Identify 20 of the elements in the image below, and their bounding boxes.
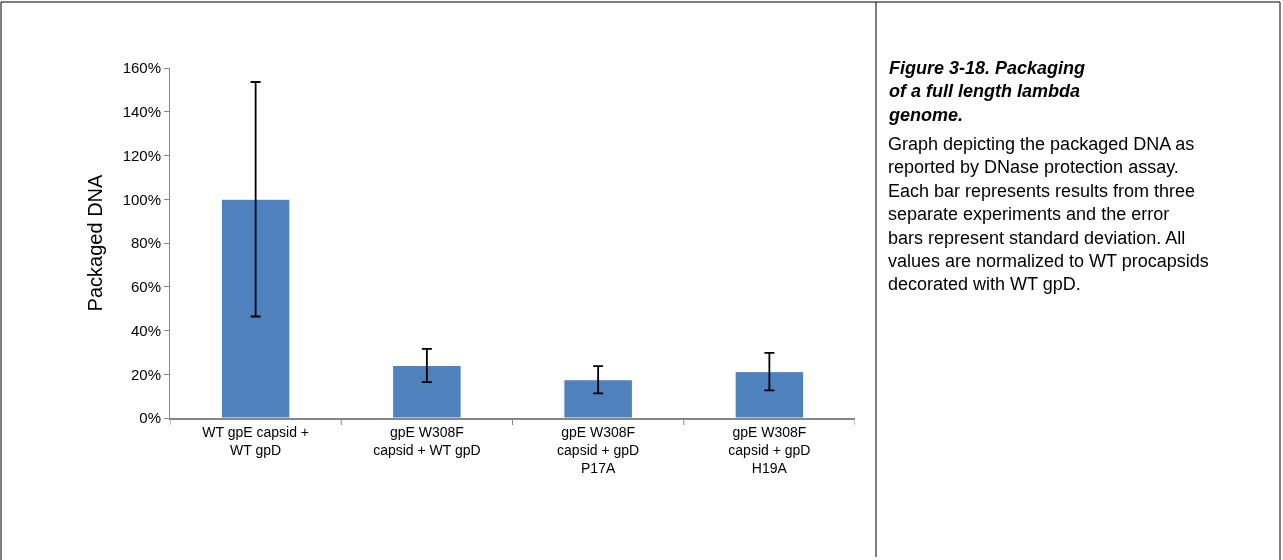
y-tick-label: 40%	[130, 321, 161, 339]
y-tick-label: 80%	[130, 234, 161, 252]
text: Graph depicting the packaged DNA as reported by DNase protection assay. Each bar represents results from three separate experiments and the error bars represent standard deviation. All values are normalized to WT procapsids decorated with WT gpD.	[888, 134, 1209, 295]
bar	[392, 365, 462, 418]
x-tick-label: gpE W308F capsid + gpD P17A	[557, 423, 640, 477]
y-tick-label: 60%	[130, 278, 161, 295]
bar	[220, 198, 291, 418]
y-tick-label: 120%	[122, 146, 161, 164]
y-tick-label: 140%	[122, 103, 161, 120]
x-tick-label: WT gpE capsid + WT gpD	[202, 423, 310, 458]
x-tick-label: gpE W308F capsid + gpD H19A	[728, 423, 811, 477]
y-tick-label: 20%	[130, 365, 161, 383]
x-tick-label: gpE W308F capsid + WT gpD	[373, 423, 481, 458]
y-tick-label: 160%	[122, 59, 161, 77]
y-tick-label: 100%	[122, 190, 161, 208]
text: Figure 3-18. Packaging of a full length lambda genome.	[888, 58, 1086, 125]
y-axis-title: Packaged DNA	[84, 173, 107, 312]
y-tick-label: 0%	[139, 409, 161, 427]
bar	[734, 371, 805, 418]
bar	[563, 379, 633, 418]
